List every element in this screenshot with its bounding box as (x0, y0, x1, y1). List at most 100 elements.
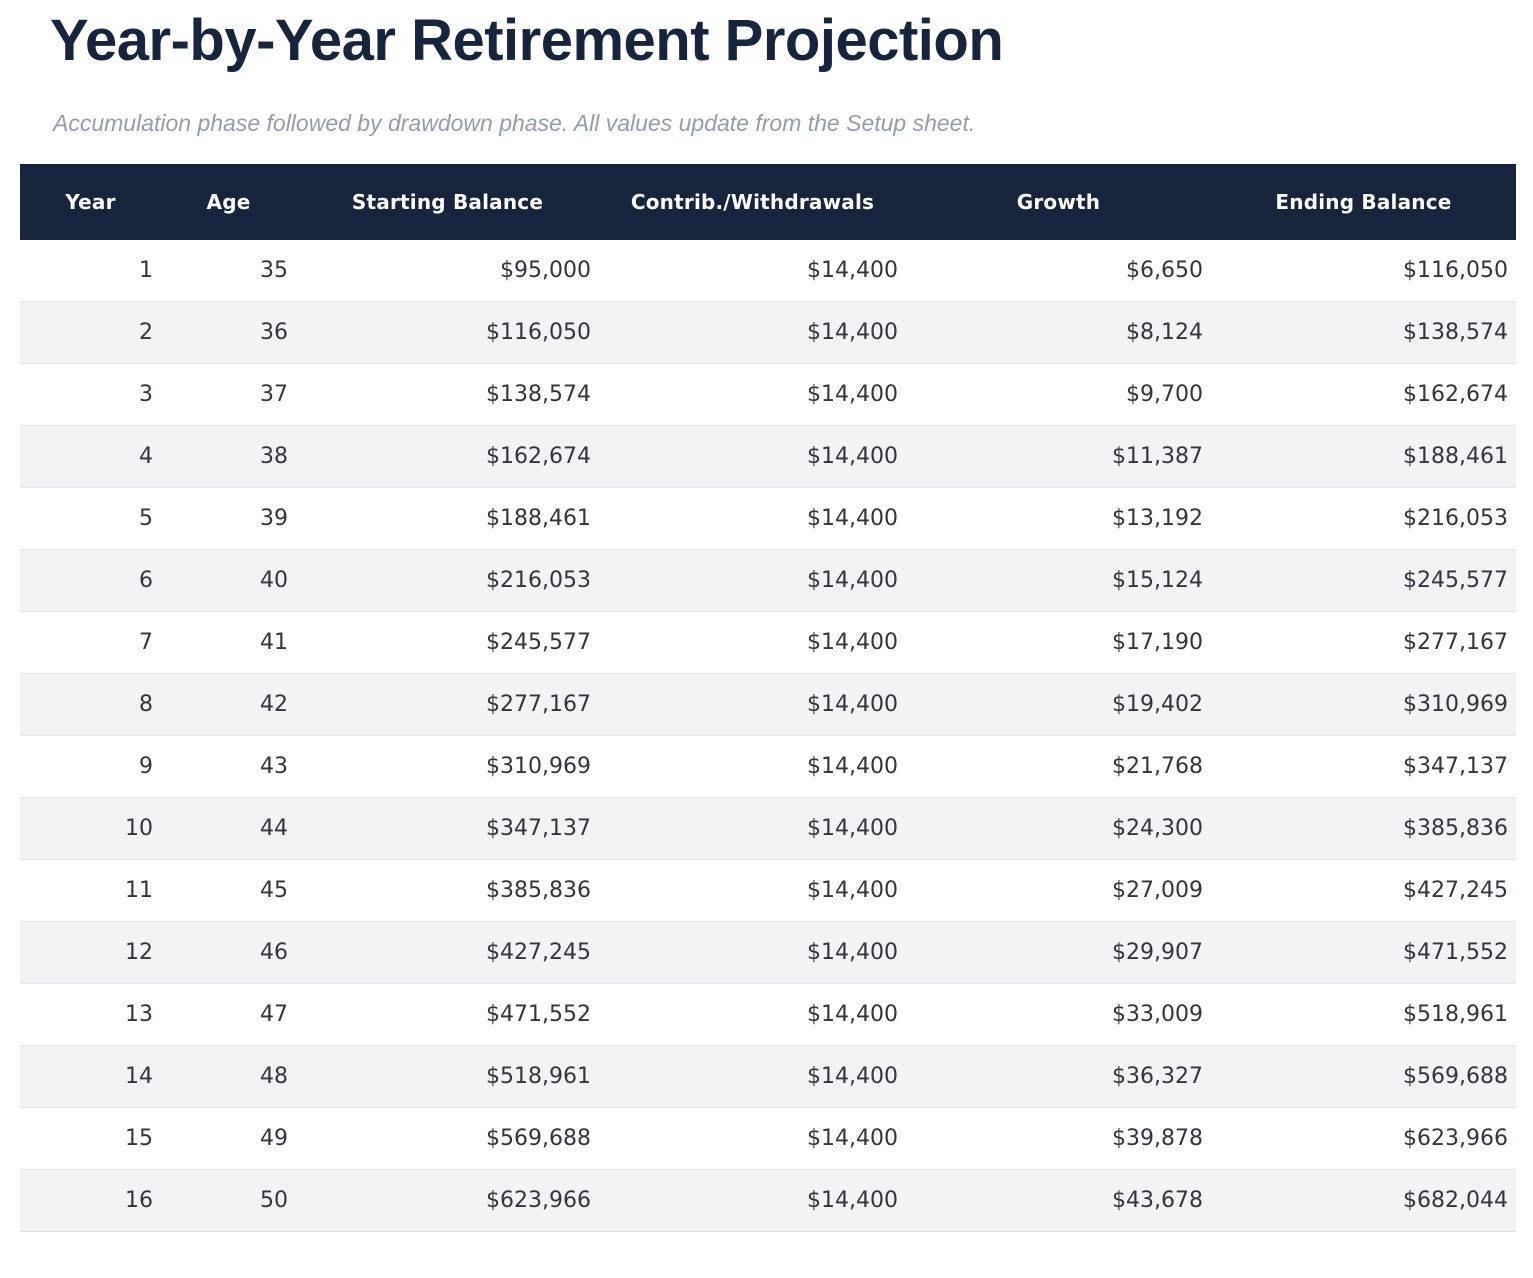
cell-contrib-withdrawals: $14,400 (807, 1064, 898, 1089)
cell-year: 5 (139, 506, 153, 531)
cell-age: 45 (260, 878, 288, 903)
cell-growth: $24,300 (1112, 816, 1203, 841)
cell-starting-balance: $116,050 (486, 320, 591, 345)
table-row: 10 44 $347,137 $14,400 $24,300 $385,836 (20, 797, 1516, 860)
cell-contrib-withdrawals: $14,400 (807, 1002, 898, 1027)
cell-starting-balance: $310,969 (486, 754, 591, 779)
cell-year: 1 (139, 258, 153, 283)
cell-ending-balance: $310,969 (1403, 692, 1508, 717)
cell-age: 39 (260, 506, 288, 531)
table-row: 15 49 $569,688 $14,400 $39,878 $623,966 (20, 1107, 1516, 1170)
cell-contrib-withdrawals: $14,400 (807, 258, 898, 283)
cell-ending-balance: $162,674 (1403, 382, 1508, 407)
cell-growth: $13,192 (1112, 506, 1203, 531)
cell-contrib-withdrawals: $14,400 (807, 506, 898, 531)
cell-contrib-withdrawals: $14,400 (807, 1188, 898, 1213)
cell-year: 16 (125, 1188, 153, 1213)
table-row: 9 43 $310,969 $14,400 $21,768 $347,137 (20, 735, 1516, 798)
cell-year: 6 (139, 568, 153, 593)
cell-ending-balance: $569,688 (1403, 1064, 1508, 1089)
cell-age: 36 (260, 320, 288, 345)
cell-starting-balance: $162,674 (486, 444, 591, 469)
cell-growth: $8,124 (1126, 320, 1203, 345)
cell-starting-balance: $216,053 (486, 568, 591, 593)
table-header-row: Year Age Starting Balance Contrib./Withdraw… (20, 164, 1516, 240)
cell-growth: $27,009 (1112, 878, 1203, 903)
cell-age: 40 (260, 568, 288, 593)
cell-contrib-withdrawals: $14,400 (807, 320, 898, 345)
table-row: 13 47 $471,552 $14,400 $33,009 $518,961 (20, 983, 1516, 1046)
cell-year: 4 (139, 444, 153, 469)
cell-year: 7 (139, 630, 153, 655)
cell-contrib-withdrawals: $14,400 (807, 940, 898, 965)
table-row: 7 41 $245,577 $14,400 $17,190 $277,167 (20, 611, 1516, 674)
cell-starting-balance: $188,461 (486, 506, 591, 531)
cell-ending-balance: $347,137 (1403, 754, 1508, 779)
cell-year: 13 (125, 1002, 153, 1027)
cell-growth: $9,700 (1126, 382, 1203, 407)
table-row: 4 38 $162,674 $14,400 $11,387 $188,461 (20, 425, 1516, 488)
cell-growth: $29,907 (1112, 940, 1203, 965)
cell-year: 10 (125, 816, 153, 841)
table-row: 16 50 $623,966 $14,400 $43,678 $682,044 (20, 1169, 1516, 1232)
cell-year: 15 (125, 1126, 153, 1151)
cell-age: 41 (260, 630, 288, 655)
column-header-starting-balance: Starting Balance (296, 164, 599, 240)
page-subtitle: Accumulation phase followed by drawdown … (53, 110, 976, 136)
cell-growth: $36,327 (1112, 1064, 1203, 1089)
cell-growth: $6,650 (1126, 258, 1203, 283)
cell-starting-balance: $95,000 (500, 258, 591, 283)
cell-contrib-withdrawals: $14,400 (807, 878, 898, 903)
table-row: 2 36 $116,050 $14,400 $8,124 $138,574 (20, 301, 1516, 364)
cell-year: 3 (139, 382, 153, 407)
table-body: 1 35 $95,000 $14,400 $6,650 $116,050 2 36 $116,0… (20, 240, 1516, 1232)
cell-age: 44 (260, 816, 288, 841)
cell-ending-balance: $245,577 (1403, 568, 1508, 593)
cell-ending-balance: $116,050 (1403, 258, 1508, 283)
column-header-ending-balance: Ending Balance (1211, 164, 1516, 240)
table-row: 11 45 $385,836 $14,400 $27,009 $427,245 (20, 859, 1516, 922)
cell-starting-balance: $518,961 (486, 1064, 591, 1089)
cell-contrib-withdrawals: $14,400 (807, 568, 898, 593)
cell-year: 2 (139, 320, 153, 345)
cell-age: 38 (260, 444, 288, 469)
cell-growth: $43,678 (1112, 1188, 1203, 1213)
cell-contrib-withdrawals: $14,400 (807, 754, 898, 779)
cell-starting-balance: $427,245 (486, 940, 591, 965)
column-header-contrib-withdrawals: Contrib./Withdrawals (599, 164, 906, 240)
cell-ending-balance: $471,552 (1403, 940, 1508, 965)
cell-starting-balance: $138,574 (486, 382, 591, 407)
table-row: 14 48 $518,961 $14,400 $36,327 $569,688 (20, 1045, 1516, 1108)
cell-starting-balance: $385,836 (486, 878, 591, 903)
cell-age: 42 (260, 692, 288, 717)
cell-age: 43 (260, 754, 288, 779)
cell-ending-balance: $623,966 (1403, 1126, 1508, 1151)
table-row: 1 35 $95,000 $14,400 $6,650 $116,050 (20, 240, 1516, 302)
cell-growth: $11,387 (1112, 444, 1203, 469)
table-row: 8 42 $277,167 $14,400 $19,402 $310,969 (20, 673, 1516, 736)
cell-ending-balance: $277,167 (1403, 630, 1508, 655)
cell-ending-balance: $138,574 (1403, 320, 1508, 345)
cell-growth: $33,009 (1112, 1002, 1203, 1027)
cell-ending-balance: $216,053 (1403, 506, 1508, 531)
cell-starting-balance: $623,966 (486, 1188, 591, 1213)
cell-age: 50 (260, 1188, 288, 1213)
cell-year: 9 (139, 754, 153, 779)
column-header-growth: Growth (906, 164, 1211, 240)
cell-starting-balance: $347,137 (486, 816, 591, 841)
table-row: 3 37 $138,574 $14,400 $9,700 $162,674 (20, 363, 1516, 426)
cell-ending-balance: $427,245 (1403, 878, 1508, 903)
cell-contrib-withdrawals: $14,400 (807, 692, 898, 717)
cell-growth: $21,768 (1112, 754, 1203, 779)
cell-contrib-withdrawals: $14,400 (807, 816, 898, 841)
table-row: 5 39 $188,461 $14,400 $13,192 $216,053 (20, 487, 1516, 550)
column-header-year: Year (20, 164, 161, 240)
cell-ending-balance: $385,836 (1403, 816, 1508, 841)
cell-growth: $39,878 (1112, 1126, 1203, 1151)
cell-year: 8 (139, 692, 153, 717)
cell-growth: $17,190 (1112, 630, 1203, 655)
cell-age: 47 (260, 1002, 288, 1027)
cell-contrib-withdrawals: $14,400 (807, 382, 898, 407)
cell-contrib-withdrawals: $14,400 (807, 630, 898, 655)
